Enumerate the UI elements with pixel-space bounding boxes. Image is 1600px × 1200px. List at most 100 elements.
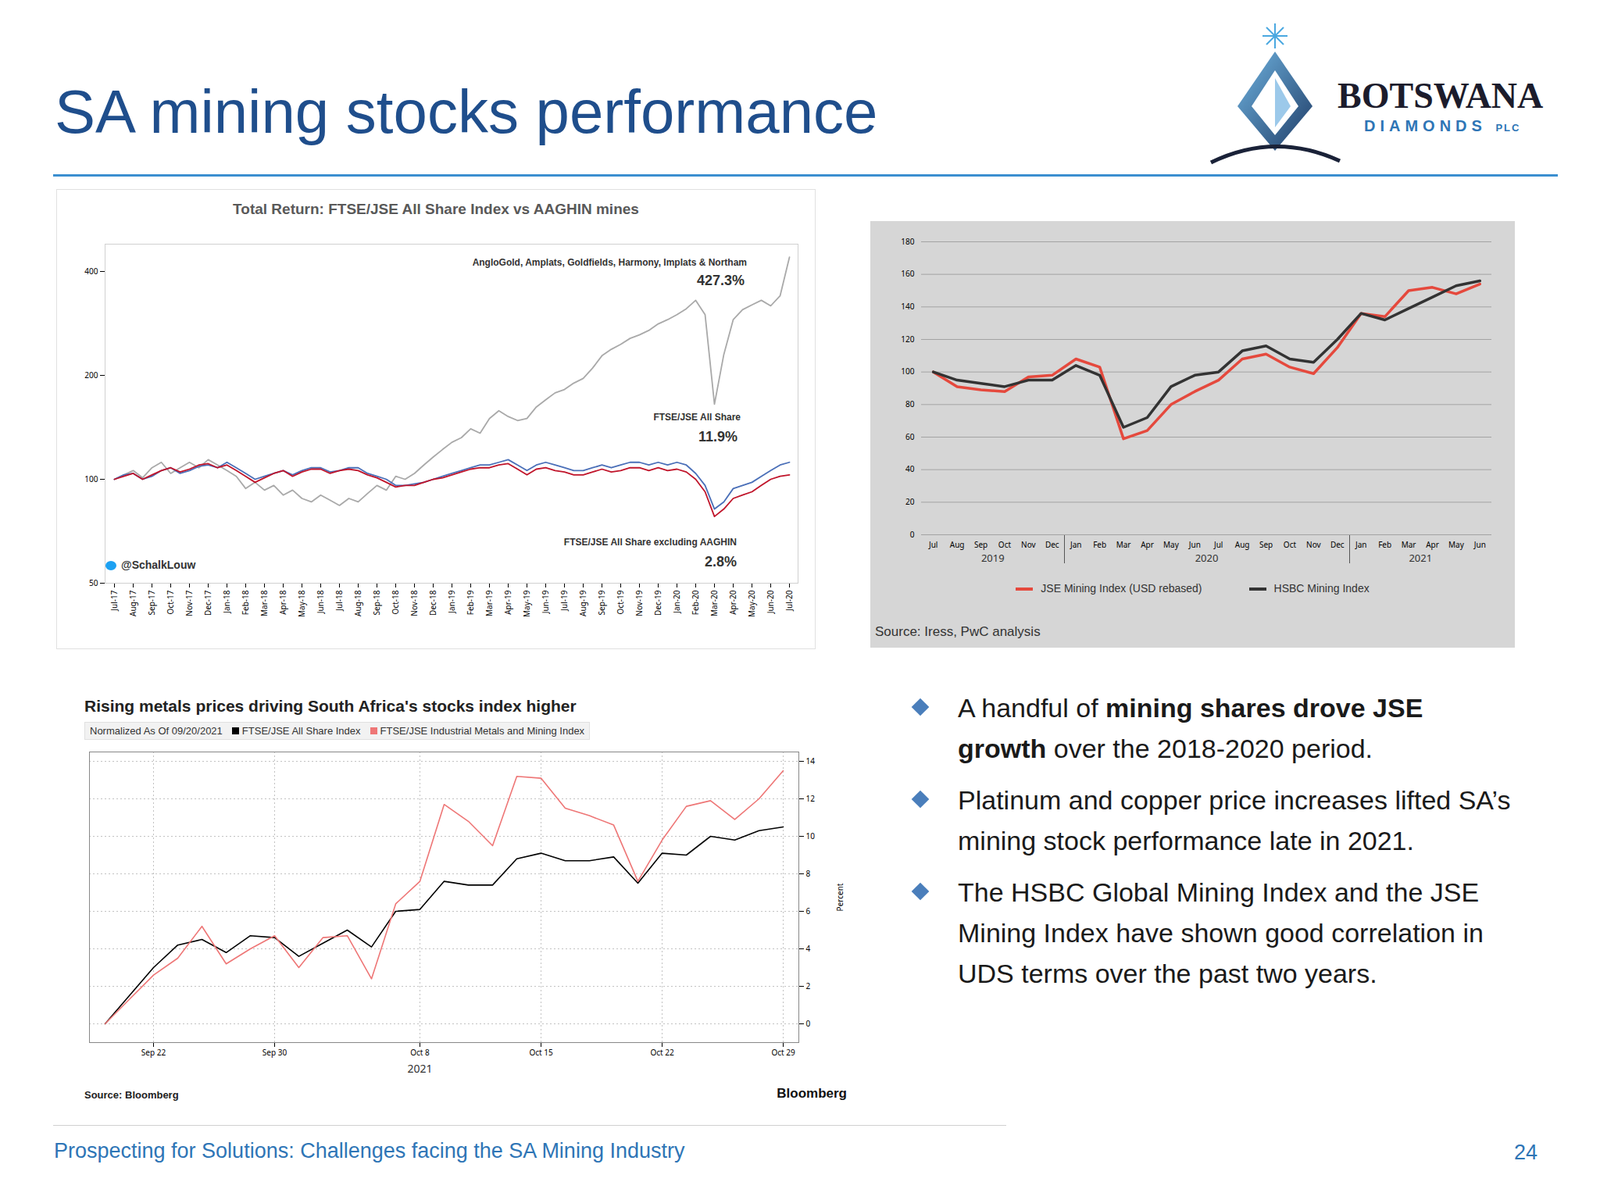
svg-text:Feb: Feb [1378, 539, 1392, 550]
svg-text:2021: 2021 [407, 1060, 433, 1076]
svg-text:Dec-17: Dec-17 [202, 589, 214, 616]
svg-text:Nov-17: Nov-17 [183, 589, 195, 616]
svg-text:Aug-17: Aug-17 [127, 589, 139, 617]
svg-text:Jun: Jun [1188, 539, 1201, 550]
svg-text:Apr-18: Apr-18 [277, 589, 289, 615]
svg-text:Dec-18: Dec-18 [427, 589, 439, 616]
svg-text:60: 60 [905, 431, 915, 443]
svg-text:Nov-19: Nov-19 [633, 589, 645, 616]
svg-text:Sep-19: Sep-19 [596, 589, 608, 615]
svg-text:Mar-19: Mar-19 [483, 589, 495, 617]
svg-text:Sep 30: Sep 30 [262, 1046, 288, 1058]
svg-text:Jun: Jun [1473, 539, 1486, 550]
svg-text:Apr-19: Apr-19 [502, 589, 514, 615]
svg-text:Dec: Dec [1330, 539, 1345, 550]
svg-text:Jan: Jan [1354, 539, 1368, 550]
svg-text:Jun-19: Jun-19 [539, 589, 551, 615]
svg-text:May-18: May-18 [296, 589, 308, 618]
svg-text:140: 140 [900, 300, 915, 312]
svg-text:Feb-20: Feb-20 [689, 589, 701, 615]
svg-text:Jan-20: Jan-20 [671, 589, 683, 614]
svg-text:Mar: Mar [1116, 539, 1132, 550]
svg-text:Oct 29: Oct 29 [771, 1046, 796, 1058]
svg-text:Sep: Sep [1259, 539, 1273, 550]
svg-text:Oct-18: Oct-18 [389, 589, 401, 615]
svg-text:Jun-18: Jun-18 [314, 589, 326, 615]
html-text:SA mining stocks performance: SA mining stocks performance [54, 77, 878, 147]
svg-text:6: 6 [806, 905, 811, 917]
svg-text:Sep 22: Sep 22 [141, 1046, 167, 1058]
svg-text:Sep-18: Sep-18 [371, 589, 383, 615]
svg-text:Jul-18: Jul-18 [333, 589, 345, 611]
svg-text:Jun-20: Jun-20 [764, 589, 776, 615]
svg-text:100: 100 [84, 473, 98, 485]
svg-text:40: 40 [905, 463, 915, 475]
svg-text:May-20: May-20 [746, 589, 758, 618]
svg-text:Feb: Feb [1092, 539, 1107, 550]
svg-text:14: 14 [806, 755, 816, 767]
svg-text:Jan-19: Jan-19 [446, 589, 458, 614]
svg-text:200: 200 [84, 369, 98, 381]
svg-text:0: 0 [910, 528, 915, 540]
svg-text:Apr: Apr [1425, 539, 1440, 550]
svg-text:Nov: Nov [1306, 539, 1322, 550]
svg-text:50: 50 [89, 577, 99, 589]
svg-text:100: 100 [900, 365, 915, 377]
svg-text:400: 400 [84, 265, 98, 277]
html-text:Prospecting for Solutions: Cha: Prospecting for Solutions: Challenges fa… [53, 1139, 685, 1163]
svg-text:Jul: Jul [928, 539, 939, 550]
svg-text:Jan: Jan [1069, 539, 1083, 550]
svg-text:180: 180 [900, 235, 915, 247]
svg-text:2020: 2020 [1195, 550, 1219, 565]
svg-text:Aug-19: Aug-19 [577, 589, 589, 617]
svg-text:Jul-19: Jul-19 [558, 589, 570, 611]
svg-text:12: 12 [806, 792, 816, 804]
svg-text:2: 2 [806, 980, 811, 992]
svg-text:Oct 15: Oct 15 [528, 1046, 554, 1058]
svg-text:Sep: Sep [974, 539, 988, 550]
svg-text:Aug: Aug [1235, 539, 1250, 550]
svg-text:Aug: Aug [950, 539, 965, 550]
svg-text:Mar-18: Mar-18 [258, 589, 270, 617]
svg-text:May: May [1448, 539, 1465, 550]
svg-text:20: 20 [905, 496, 915, 508]
svg-text:Jul: Jul [1213, 539, 1224, 550]
svg-text:Mar: Mar [1401, 539, 1417, 550]
svg-text:8: 8 [806, 867, 811, 879]
svg-text:Oct 22: Oct 22 [650, 1046, 675, 1058]
svg-text:2021: 2021 [1408, 550, 1433, 565]
svg-text:160: 160 [900, 267, 915, 279]
svg-text:Jan-18: Jan-18 [221, 589, 233, 614]
html-text:BOTSWANA: BOTSWANA [1337, 75, 1544, 116]
svg-text:Oct-19: Oct-19 [614, 589, 626, 615]
svg-text:Dec: Dec [1045, 539, 1060, 550]
svg-text:Percent: Percent [834, 882, 846, 911]
svg-text:80: 80 [905, 398, 915, 410]
html-text:The HSBC Global Mining Index a: The HSBC Global Mining Index and the JSE… [957, 877, 1484, 989]
svg-text:2019: 2019 [981, 550, 1005, 565]
svg-text:Oct 8: Oct 8 [410, 1046, 430, 1058]
svg-text:Sep-17: Sep-17 [146, 589, 158, 615]
html-text:A handful of mining shares dro: A handful of mining shares drove JSE gro… [957, 692, 1423, 764]
svg-text:Jul-17: Jul-17 [108, 589, 120, 611]
svg-text:Apr-20: Apr-20 [727, 589, 739, 615]
svg-text:Feb-19: Feb-19 [464, 589, 476, 615]
svg-text:Mar-20: Mar-20 [708, 589, 720, 617]
svg-text:Nov: Nov [1021, 539, 1036, 550]
html-text:Platinum and copper price incr: Platinum and copper price increases lift… [957, 785, 1511, 856]
svg-text:Nov-18: Nov-18 [408, 589, 420, 616]
svg-text:Aug-18: Aug-18 [352, 589, 364, 617]
svg-text:4: 4 [806, 942, 811, 954]
svg-text:Apr: Apr [1140, 539, 1154, 550]
svg-text:Oct: Oct [998, 539, 1012, 550]
svg-text:Dec-19: Dec-19 [652, 589, 664, 616]
svg-text:May-19: May-19 [521, 589, 533, 618]
svg-text:Jul-20: Jul-20 [783, 589, 795, 611]
svg-text:120: 120 [900, 333, 915, 345]
svg-text:Feb-18: Feb-18 [239, 589, 251, 615]
svg-text:10: 10 [806, 830, 816, 842]
svg-text:Oct: Oct [1283, 539, 1297, 550]
svg-text:Oct-17: Oct-17 [164, 589, 176, 615]
svg-text:0: 0 [806, 1017, 811, 1029]
svg-text:May: May [1163, 539, 1180, 550]
